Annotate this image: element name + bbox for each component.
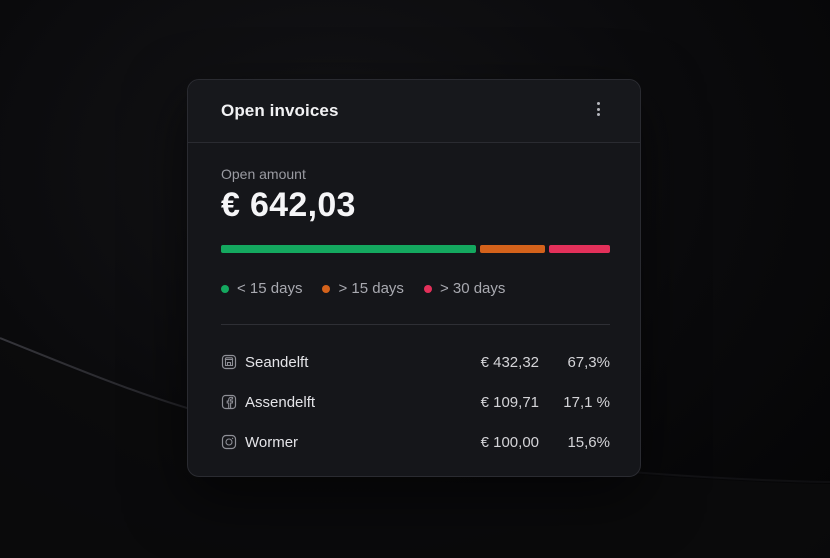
legend-dot-icon: [221, 284, 229, 293]
legend-item-over-30: > 30 days: [423, 280, 506, 297]
legend-dot-icon: [423, 284, 432, 293]
legend-label: > 15 days: [338, 280, 404, 297]
card-title: Open invoices: [221, 101, 339, 120]
location-list: Seandelft € 432,32 67,3% Assendelft € 10…: [221, 342, 610, 462]
list-item[interactable]: Wormer € 100,00 15,6%: [221, 422, 610, 462]
open-amount-value: € 642,03: [221, 186, 356, 224]
card-header: Open invoices: [188, 80, 640, 143]
storefront-icon: [221, 354, 237, 370]
location-amount: € 100,00: [480, 433, 539, 451]
aging-progress-bar: [221, 245, 610, 253]
instagram-icon: [221, 434, 237, 450]
aging-legend: < 15 days > 15 days > 30 days: [221, 280, 505, 297]
open-invoices-card: Open invoices Open amount € 642,03 < 15 …: [187, 79, 641, 477]
location-name: Assendelft: [245, 393, 316, 411]
location-percentage: 67,3%: [567, 353, 610, 371]
legend-label: > 30 days: [439, 280, 506, 297]
list-item[interactable]: Assendelft € 109,71 17,1 %: [221, 382, 610, 422]
aging-bar-segment: [480, 245, 546, 253]
list-item[interactable]: Seandelft € 432,32 67,3%: [221, 342, 610, 382]
legend-dot-icon: [322, 284, 331, 293]
legend-item-over-15: > 15 days: [322, 280, 404, 297]
aging-bar-segment: [549, 245, 610, 253]
more-vertical-icon[interactable]: [594, 102, 602, 120]
location-name: Wormer: [245, 433, 299, 451]
location-amount: € 432,32: [480, 353, 539, 371]
location-percentage: 17,1 %: [563, 393, 610, 411]
aging-bar-segment: [221, 245, 477, 253]
location-amount: € 109,71: [480, 393, 539, 411]
location-name: Seandelft: [245, 353, 309, 371]
divider: [221, 324, 610, 325]
open-amount-label: Open amount: [221, 166, 306, 182]
legend-item-under-15: < 15 days: [221, 280, 302, 297]
legend-label: < 15 days: [237, 280, 303, 297]
location-percentage: 15,6%: [567, 433, 610, 451]
facebook-icon: [221, 394, 237, 410]
